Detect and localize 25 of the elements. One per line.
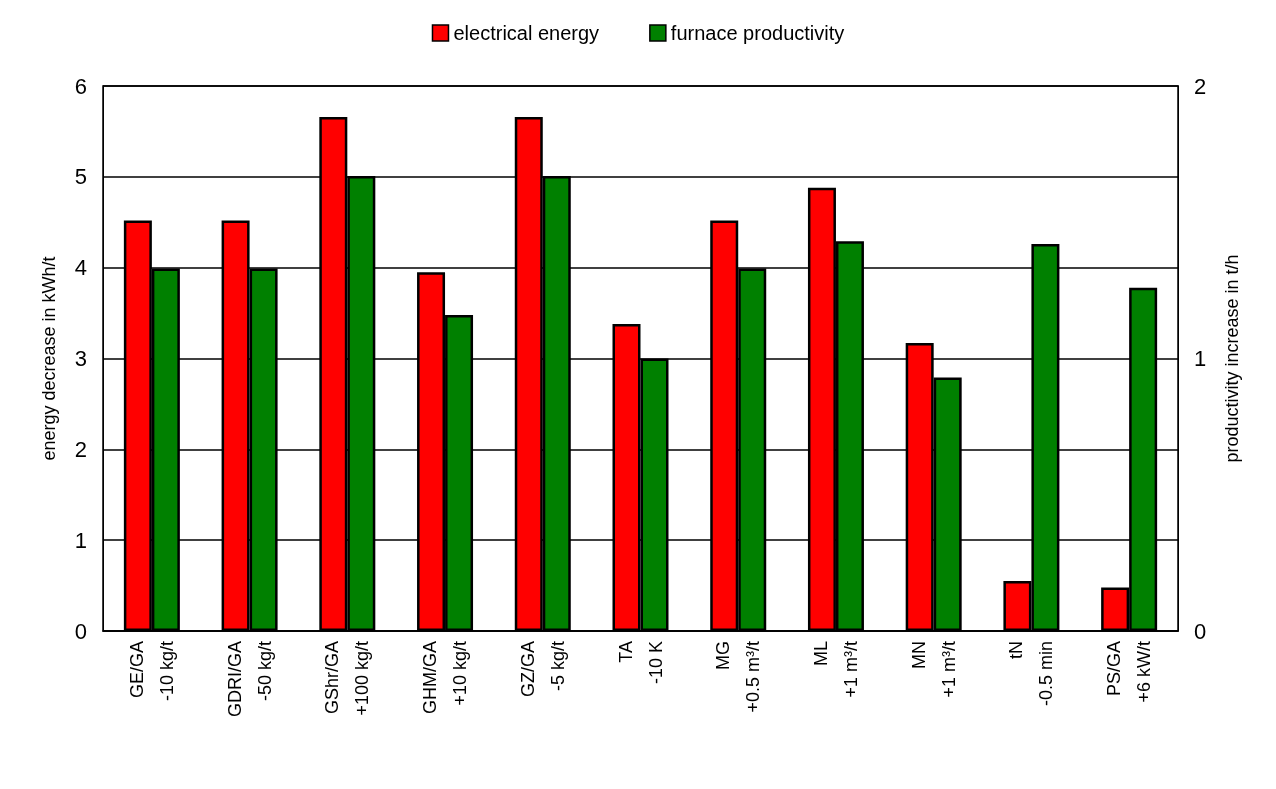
x-tick-label: ML +1 m³/t [810,641,861,698]
legend-label: furnace productivity [670,22,845,44]
x-tick-label: MG +0.5 m³/t [713,641,764,713]
y-tick-label: 3 [74,346,87,371]
legend-label: electrical energy [453,22,600,44]
y2-tick-label: 0 [1194,618,1207,644]
y-axis-title: energy decrease in kWh/t [39,256,59,461]
x-tick-label: PS/GA +6 kW/t [1104,641,1155,703]
y2-tick-label: 1 [1194,346,1207,371]
x-tick-label: GHM/GA +10 kg/t [420,641,471,715]
y-tick-label: 6 [74,73,87,99]
y-tick-label: 5 [74,164,87,190]
x-tick-label: MN +1 m³/t [908,641,959,698]
x-tick-label: TA -10 K [615,641,666,685]
y2-tick-label: 2 [1194,73,1207,99]
y-tick-label: 4 [74,255,87,281]
x-tick-label: GZ/GA -5 kg/t [517,641,568,698]
x-tick-label: GE/GA -10 kg/t [126,641,177,702]
x-tick-label: GShr/GA +100 kg/t [322,641,373,716]
y-tick-label: 2 [74,436,87,462]
y2-axis-title: productivity increase in t/h [1222,254,1242,463]
x-tick-label: tN -0.5 min [1006,641,1057,707]
y-tick-label: 0 [74,618,87,644]
y-tick-label: 1 [74,527,87,553]
x-tick-label: GDRI/GA -50 kg/t [224,641,275,718]
